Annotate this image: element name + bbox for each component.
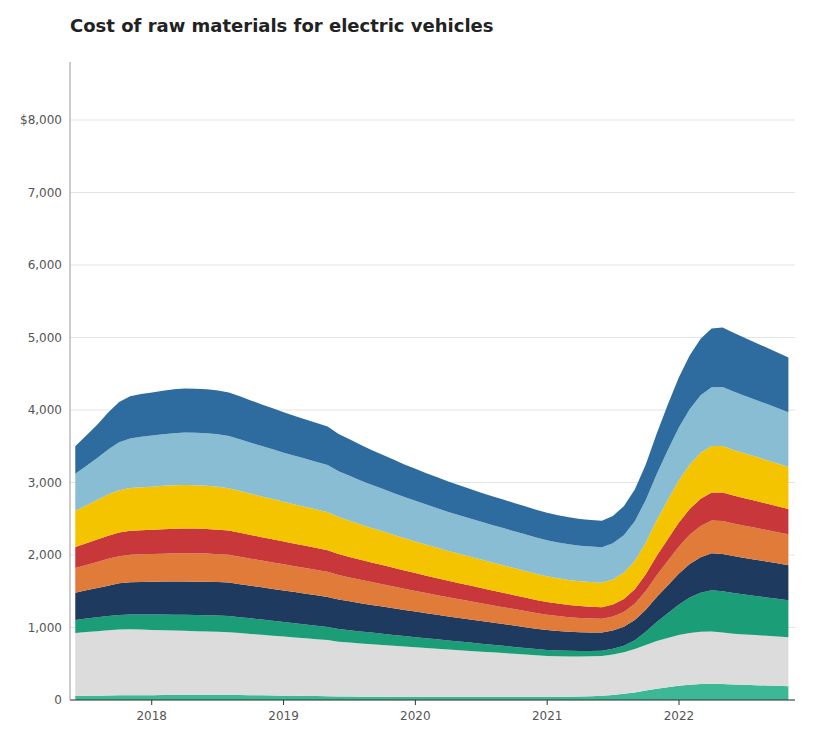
y-axis-line — [70, 62, 71, 700]
y-tick-label: 4,000 — [28, 403, 62, 417]
x-axis-line — [70, 699, 795, 700]
grid-line — [70, 192, 795, 193]
chart: Cost of raw materials for electric vehic… — [0, 0, 819, 744]
x-tick-label: 2020 — [400, 709, 431, 723]
x-tick-label: 2021 — [532, 709, 563, 723]
y-tick-label: $8,000 — [20, 113, 62, 127]
x-tick — [415, 700, 416, 705]
grid-line — [70, 337, 795, 338]
y-tick-label: 5,000 — [28, 331, 62, 345]
y-tick-label: 6,000 — [28, 258, 62, 272]
areas — [75, 328, 788, 700]
y-tick-label: 2,000 — [28, 548, 62, 562]
grid-line — [70, 700, 795, 701]
y-tick-label: 0 — [54, 693, 62, 707]
x-tick — [679, 700, 680, 705]
x-tick — [283, 700, 284, 705]
title: Cost of raw materials for electric vehic… — [70, 15, 493, 36]
y-tick-label: 3,000 — [28, 476, 62, 490]
y-tick-label: 7,000 — [28, 186, 62, 200]
x-tick-label: 2019 — [268, 709, 299, 723]
y-tick-label: 1,000 — [28, 621, 62, 635]
grid-line — [70, 265, 795, 266]
area — [75, 328, 788, 548]
grid — [70, 120, 795, 700]
x-tick — [151, 700, 152, 705]
x-tick-label: 2018 — [136, 709, 167, 723]
x-tick-label: 2022 — [664, 709, 695, 723]
grid-line — [70, 120, 795, 121]
x-tick — [547, 700, 548, 705]
